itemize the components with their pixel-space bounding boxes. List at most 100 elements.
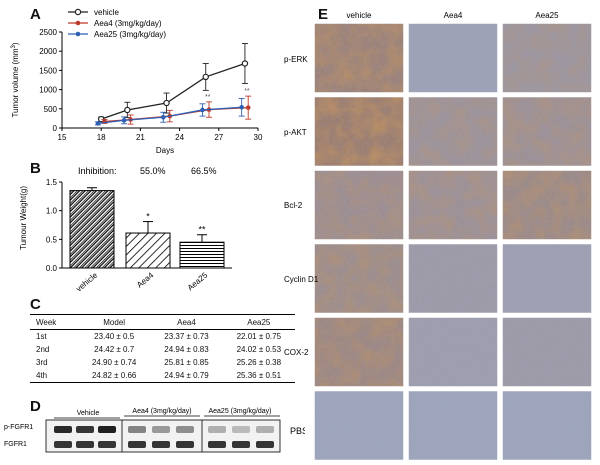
data-point <box>121 118 127 123</box>
chart-a-ylabel-close: ) <box>11 42 20 45</box>
ihc-tile-border <box>501 169 593 241</box>
significance-mark: ** <box>205 94 211 101</box>
ihc-grid: vehicle Aea4 Aea25 p-ERK p-AKT Bcl-2 Cyc… <box>284 11 593 462</box>
ihc-tile-border <box>501 316 593 388</box>
band-fgfr1 <box>54 441 72 448</box>
ihc-tile-border <box>501 242 593 315</box>
chart-a-xlabel: Days <box>156 146 174 155</box>
ihc-tile-border <box>313 169 405 241</box>
band-fgfr1 <box>152 441 170 448</box>
ihc-tile-border <box>501 22 593 94</box>
y-tick-label: 2500 <box>39 28 57 37</box>
ihc-tile-texture <box>408 390 498 461</box>
data-point <box>200 107 205 113</box>
band-fgfr1 <box>208 441 226 448</box>
table-cell: 1st <box>36 332 47 341</box>
legend-label: vehicle <box>94 8 119 17</box>
band-fgfr1 <box>176 441 194 448</box>
ihc-row-cox2: COX-2 <box>284 348 309 357</box>
table-cell: 3rd <box>36 358 48 367</box>
panel-letter-e: E <box>318 6 329 23</box>
table-row: 1st 23.40 ± 0.5 23.37 ± 0.73 22.01 ± 0.7… <box>30 330 295 344</box>
x-tick-label: 24 <box>175 133 184 142</box>
blot-row-label-fgfr1: FGFR1 <box>4 441 27 448</box>
y-tick-label: 0 <box>53 124 58 133</box>
table-row: 3rd 24.90 ± 0.74 25.81 ± 0.85 25.26 ± 0.… <box>30 356 295 369</box>
band-fgfr1 <box>98 441 116 448</box>
band-pfgfr1 <box>76 426 94 433</box>
y-tick-label: 1.0 <box>46 207 58 216</box>
ihc-row-pakt: p-AKT <box>284 128 307 137</box>
ihc-tile-border <box>313 95 405 168</box>
ihc-tile-texture <box>502 243 592 314</box>
table-header-row: Week Model Aea4 Aea25 <box>30 314 295 330</box>
western-blot: Vehicle Aea4 (3mg/kg/day) Aea25 (3mg/kg/… <box>4 408 305 453</box>
y-tick-label: 0.5 <box>46 235 58 244</box>
tumor-volume-chart: 0 500 1000 1500 2000 2500 15 18 21 24 27 30 ** ** vehi… <box>11 8 263 155</box>
data-point <box>245 105 251 110</box>
ihc-row-bcl2: Bcl-2 <box>284 201 303 210</box>
table-cell: 23.37 ± 0.73 <box>164 332 209 341</box>
ihc-row-cyclind1: Cyclin D1 <box>284 275 319 284</box>
table-cell: 25.81 ± 0.85 <box>164 358 209 367</box>
ihc-tile-stain-blobs <box>502 96 592 167</box>
x-tick-label: 21 <box>136 133 145 142</box>
ihc-tile-texture <box>502 317 592 387</box>
band-pfgfr1 <box>152 426 170 433</box>
blot-group-aea25: Aea25 (3mg/kg/day) <box>208 408 271 415</box>
ihc-tile-border <box>407 169 499 241</box>
data-point <box>124 106 131 114</box>
chart-a-ylabel: Tumor volume (mm3) <box>11 42 20 117</box>
ihc-tile-stain-blobs <box>314 170 404 240</box>
table-header-model: Model <box>78 314 151 330</box>
panel-letter-a: A <box>30 6 41 23</box>
chart-b-ylabel: Tumour Weight(g) <box>19 186 28 250</box>
ihc-tile-texture <box>408 23 498 93</box>
ihc-tile-texture <box>314 390 404 461</box>
table-cell: 23.40 ± 0.5 <box>94 332 135 341</box>
category-label: vehicle <box>74 270 99 293</box>
band-pfgfr1 <box>208 426 226 433</box>
y-tick-label: 500 <box>44 105 58 114</box>
table-cell: 2nd <box>36 345 50 354</box>
significance-mark: ** <box>198 225 206 235</box>
data-point <box>160 114 166 120</box>
bar-vehicle <box>69 190 115 269</box>
data-point <box>202 73 209 81</box>
band-pfgfr1 <box>176 426 194 433</box>
table-header-aea4: Aea4 <box>150 314 223 330</box>
panel-letter-c: C <box>30 296 41 313</box>
table-cell: 24.94 ± 0.79 <box>150 369 223 383</box>
blot-group-aea4: Aea4 (3mg/kg/day) <box>132 408 191 415</box>
table-cell: 24.42 ± 0.7 <box>94 345 135 354</box>
chart-a-ylabel-sup: 3 <box>11 44 17 48</box>
band-fgfr1 <box>76 441 94 448</box>
significance-mark: * <box>146 212 150 222</box>
y-tick-label: 1.5 <box>46 178 58 187</box>
x-tick-label: 18 <box>97 133 106 142</box>
ihc-tile-texture <box>502 390 592 461</box>
blot-pbs-label: PBS <box>290 426 305 436</box>
x-tick-label: 15 <box>58 133 67 142</box>
ihc-tile-stain-blobs <box>408 96 498 167</box>
series-line-0 <box>100 62 246 120</box>
table-row: 4th 24.82 ± 0.66 24.94 ± 0.79 25.36 ± 0.… <box>30 369 295 383</box>
legend-marker <box>74 8 82 16</box>
blot-group-vehicle: Vehicle <box>77 410 100 417</box>
chart-a-ylabel-text: Tumor volume (mm <box>11 48 20 117</box>
bar-aea4 <box>125 232 171 269</box>
ihc-tile-border <box>407 22 499 94</box>
band-pfgfr1 <box>232 426 250 433</box>
ihc-col-vehicle: vehicle <box>347 11 372 20</box>
ihc-tile-stain-blobs <box>314 243 404 314</box>
ihc-tile-border <box>313 389 405 462</box>
panel-letter-b: B <box>30 160 41 177</box>
ihc-tile-border <box>313 22 405 94</box>
ihc-row-perk: p-ERK <box>284 55 308 64</box>
band-pfgfr1 <box>128 426 146 433</box>
table-cell: 4th <box>30 369 78 383</box>
ihc-tile-stain-blobs <box>408 170 498 240</box>
table-cell: 25.36 ± 0.51 <box>222 369 295 383</box>
table-cell: 24.82 ± 0.66 <box>78 369 151 383</box>
ihc-tile-border <box>313 316 405 388</box>
